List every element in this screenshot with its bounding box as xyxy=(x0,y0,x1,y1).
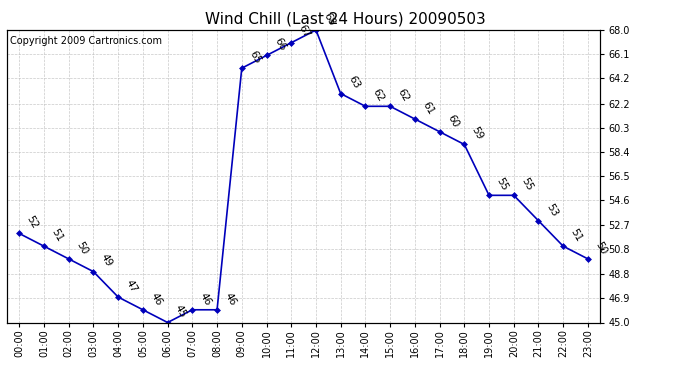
Text: 49: 49 xyxy=(99,252,115,269)
Text: Wind Chill (Last 24 Hours) 20090503: Wind Chill (Last 24 Hours) 20090503 xyxy=(205,11,485,26)
Text: 55: 55 xyxy=(520,176,535,192)
Text: 62: 62 xyxy=(371,87,386,104)
Text: 60: 60 xyxy=(445,112,460,129)
Text: 50: 50 xyxy=(75,240,90,256)
Text: 55: 55 xyxy=(495,176,510,192)
Text: 47: 47 xyxy=(124,278,139,294)
Text: 50: 50 xyxy=(593,240,609,256)
Text: 53: 53 xyxy=(544,201,560,218)
Text: 63: 63 xyxy=(346,74,362,91)
Text: 52: 52 xyxy=(25,214,40,231)
Text: 67: 67 xyxy=(297,24,312,40)
Text: 61: 61 xyxy=(420,100,435,116)
Text: 46: 46 xyxy=(223,291,238,307)
Text: Copyright 2009 Cartronics.com: Copyright 2009 Cartronics.com xyxy=(10,36,162,46)
Text: 66: 66 xyxy=(272,36,287,52)
Text: 45: 45 xyxy=(173,303,188,320)
Text: 51: 51 xyxy=(50,227,65,243)
Text: 59: 59 xyxy=(470,125,485,142)
Text: 62: 62 xyxy=(395,87,411,104)
Text: 46: 46 xyxy=(198,291,213,307)
Text: 46: 46 xyxy=(148,291,164,307)
Text: 68: 68 xyxy=(322,11,337,27)
Text: 65: 65 xyxy=(247,49,263,65)
Text: 51: 51 xyxy=(569,227,584,243)
